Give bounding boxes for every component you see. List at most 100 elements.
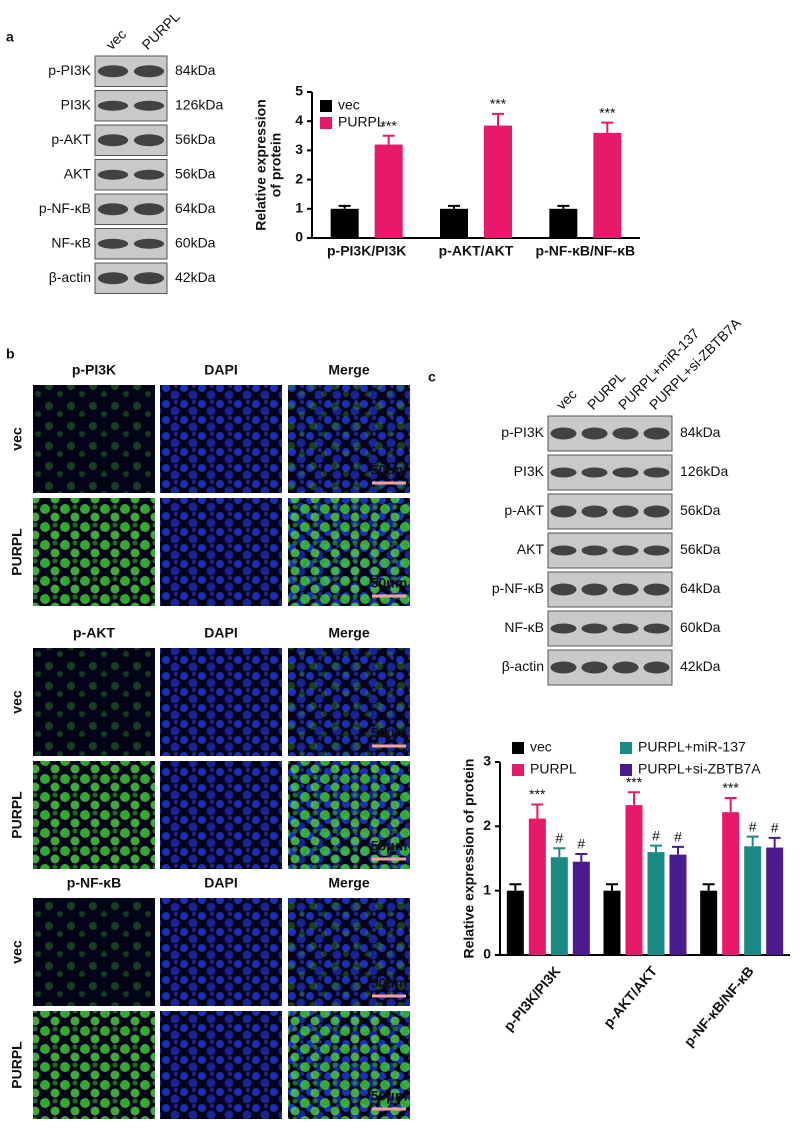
blot-name: p-PI3K — [501, 424, 544, 440]
y-axis-label: Relative expression — [253, 99, 269, 231]
error-bar — [509, 883, 522, 891]
blot-name: p-AKT — [51, 131, 91, 147]
error-bar — [628, 791, 640, 806]
y-axis-label: of protein — [268, 133, 284, 198]
blot-band — [97, 169, 129, 180]
bar — [440, 208, 468, 238]
error-bar — [650, 844, 662, 853]
x-tick-label: p-AKT/AKT — [439, 243, 514, 259]
legend-swatch — [320, 117, 332, 129]
blot-name: PI3K — [514, 463, 545, 479]
blot-band — [133, 203, 165, 216]
legend-label: PURPL+miR-137 — [638, 739, 746, 755]
image-header: p-AKT — [73, 625, 115, 641]
y-tick-label: 1 — [295, 200, 303, 216]
blot-band — [612, 427, 639, 440]
image-header: DAPI — [204, 362, 237, 378]
significance: *** — [599, 104, 616, 120]
bar — [744, 846, 762, 955]
stain-signal — [33, 761, 155, 869]
y-tick-label: 3 — [295, 141, 303, 157]
legend-swatch — [512, 742, 524, 754]
legend-label: PURPL — [338, 114, 385, 130]
error-bar — [531, 803, 544, 819]
error-bar — [672, 845, 684, 855]
stain-signal — [288, 648, 410, 756]
blot-band — [612, 623, 639, 634]
blot-name: p-NF-κB — [492, 580, 544, 596]
blot-band — [133, 238, 165, 249]
blot-band — [643, 661, 670, 674]
bar — [647, 852, 665, 955]
bar — [603, 890, 621, 955]
blot-band — [133, 100, 165, 111]
error-bar — [553, 847, 566, 858]
legend-label: vec — [338, 97, 360, 113]
bar — [506, 890, 524, 955]
blot-size: 42kDa — [175, 269, 216, 285]
blot-band — [550, 583, 577, 596]
blot-size: 56kDa — [175, 165, 216, 181]
blot-band — [643, 583, 670, 596]
legend-swatch — [620, 764, 632, 776]
blot-size: 60kDa — [680, 619, 721, 635]
blot-size: 56kDa — [175, 131, 216, 147]
y-tick-label: 0 — [295, 229, 303, 245]
stain-signal — [288, 385, 410, 493]
row-label: vec — [9, 427, 25, 451]
y-tick-label: 1 — [483, 881, 491, 897]
bar — [625, 805, 643, 955]
stain-signal — [288, 1011, 410, 1119]
blot-band — [133, 272, 165, 285]
error-bar — [746, 835, 759, 847]
blot-size: 126kDa — [680, 463, 728, 479]
significance: # — [555, 830, 563, 846]
error-bar — [338, 204, 351, 209]
blot-name: PI3K — [61, 96, 92, 112]
dapi-signal — [160, 898, 282, 1006]
lane-label: vec — [102, 26, 129, 53]
y-tick-label: 3 — [483, 753, 491, 769]
blot-band — [612, 467, 639, 478]
legend-label: PURPL — [530, 761, 577, 777]
bar — [549, 208, 578, 238]
blot-band — [612, 505, 639, 518]
x-tick-label: p-PI3K/PI3K — [500, 963, 563, 1034]
row-label: PURPL — [9, 1041, 25, 1089]
legend-swatch — [620, 742, 632, 754]
error-bar — [382, 134, 395, 145]
dapi-signal — [160, 498, 282, 606]
blot-band — [133, 169, 165, 180]
blot-band — [581, 583, 608, 596]
blot-size: 84kDa — [680, 424, 721, 440]
blot-size: 42kDa — [680, 658, 721, 674]
scale-bar-label: 50μm — [371, 1088, 408, 1104]
stain-signal — [33, 648, 155, 756]
blot-size: 126kDa — [175, 96, 223, 112]
stain-signal — [288, 898, 410, 1006]
blot-band — [97, 65, 129, 78]
scale-bar-label: 50μm — [371, 838, 408, 854]
row-label: vec — [9, 690, 25, 714]
row-label: PURPL — [9, 528, 25, 576]
row-label: vec — [9, 940, 25, 964]
lane-label: vec — [553, 386, 580, 413]
significance: *** — [380, 118, 397, 134]
bar — [484, 125, 512, 238]
significance: *** — [722, 780, 739, 796]
significance: # — [771, 820, 779, 836]
blot-band — [550, 505, 577, 518]
stain-signal — [33, 385, 155, 493]
x-tick-label: p-NF-κB/NF-κB — [681, 963, 757, 1050]
bar — [700, 890, 718, 955]
scale-bar-label: 50μm — [371, 725, 408, 741]
blot-band — [550, 545, 577, 556]
blot-band — [550, 623, 577, 634]
y-tick-label: 0 — [483, 946, 491, 962]
blot-size: 84kDa — [175, 62, 216, 78]
significance: *** — [529, 786, 546, 802]
bar — [550, 857, 568, 955]
y-tick-label: 4 — [295, 112, 303, 128]
error-bar — [606, 883, 618, 891]
